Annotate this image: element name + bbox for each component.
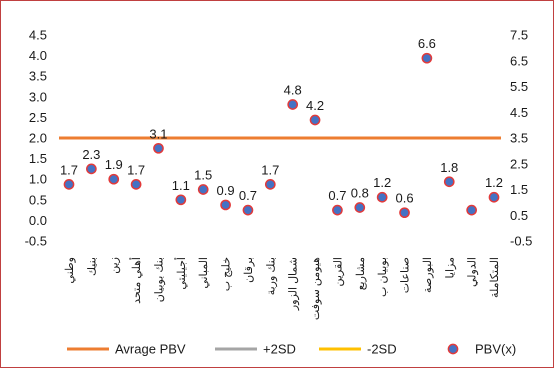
pbv-point <box>242 204 254 216</box>
category-label: البورصة <box>422 257 434 293</box>
category-label: المباني <box>198 257 210 289</box>
left-tick-label: 2.5 <box>29 110 47 125</box>
category-label: خليج ب <box>221 257 233 291</box>
left-tick-label: 3.0 <box>29 89 47 104</box>
pbv-data-label: 1.2 <box>373 175 391 190</box>
category-label: بنيك <box>86 257 98 276</box>
category-label: وطني <box>64 257 76 284</box>
left-tick-label: 1.5 <box>29 151 47 166</box>
pbv-point <box>63 179 75 190</box>
pbv-data-label: 3.1 <box>149 126 167 141</box>
legend-label: -2SD <box>367 342 397 357</box>
pbv-point <box>130 179 142 190</box>
pbv-point <box>354 202 366 213</box>
pbv-point <box>108 173 120 185</box>
category-label: بنك بوبيان <box>153 257 165 302</box>
legend-label: +2SD <box>263 342 296 357</box>
pbv-data-label: 0.6 <box>395 191 413 206</box>
pbv-data-label: 1.7 <box>261 162 279 177</box>
pbv-data-label: 2.3 <box>82 147 100 162</box>
right-tick-label: -0.5 <box>510 234 532 249</box>
pbv-point <box>220 199 231 211</box>
category-label: القرين <box>332 257 344 286</box>
pbv-data-label: 0.9 <box>217 183 235 198</box>
pbv-point <box>443 176 455 188</box>
left-tick-label: 4.0 <box>29 48 47 63</box>
left-tick-label: 0.5 <box>29 192 47 207</box>
category-label: مشاريع <box>355 257 367 290</box>
right-tick-label: 7.5 <box>510 28 528 43</box>
left-tick-label: 3.5 <box>29 69 47 84</box>
category-label: صناعات <box>400 257 412 293</box>
pbv-point <box>175 194 187 206</box>
pbv-point <box>264 179 276 190</box>
pbv-point <box>399 207 410 219</box>
pbv-data-label: 1.9 <box>105 157 123 172</box>
pbv-data-label: 0.7 <box>239 188 257 203</box>
category-axis: وطني بنيك زين أهلي متحد بنك بوبيان أجيليتي الم… <box>64 257 501 320</box>
legend-label: PBV(x) <box>475 342 516 357</box>
scatter-points: 1.7 2.3 1.9 1.7 3.1 1.1 1.5 0.9 0.7 1.7 4.8 4.2 0.7 0… <box>60 36 503 219</box>
right-tick-label: 0.5 <box>510 208 528 223</box>
legend: Avrage PBV +2SD -2SD PBV(x) <box>67 342 516 357</box>
left-tick-label: 4.5 <box>29 28 47 43</box>
pbv-point <box>197 184 209 195</box>
pbv-point <box>488 191 500 203</box>
right-y-axis: -0.5 0.5 1.5 2.5 3.5 4.5 5.5 6.5 7.5 <box>510 28 532 249</box>
pbv-point <box>153 142 164 154</box>
pbv-point <box>466 204 477 216</box>
pbv-data-label: 4.8 <box>284 83 302 98</box>
right-tick-label: 4.5 <box>510 105 528 120</box>
category-label: زين <box>109 257 121 274</box>
pbv-point <box>421 52 433 64</box>
category-label: شمال الزور <box>288 257 300 311</box>
pbv-point <box>309 114 321 126</box>
pbv-data-label: 1.2 <box>485 175 503 190</box>
pbv-data-label: 1.7 <box>60 162 78 177</box>
pbv-point <box>332 204 343 216</box>
pbv-data-label: 1.7 <box>127 162 145 177</box>
category-label: برقان <box>243 257 255 283</box>
legend-label: Avrage PBV <box>115 342 186 357</box>
pbv-point <box>86 163 97 175</box>
right-tick-label: 5.5 <box>510 79 528 94</box>
right-tick-label: 3.5 <box>510 131 528 146</box>
category-label: المتكاملة <box>489 257 501 298</box>
left-y-axis: -0.5 0.0 0.5 1.0 1.5 2.0 2.5 3.0 3.5 4.0 4.5 <box>25 28 47 249</box>
pbv-data-label: 0.7 <box>328 188 346 203</box>
legend-swatch <box>447 343 459 355</box>
category-label: الدولي <box>467 257 479 287</box>
category-label: أجيليتي <box>174 257 188 290</box>
pbv-point <box>287 99 299 110</box>
pbv-data-label: 1.1 <box>172 178 190 193</box>
category-label: هيومن سوفت <box>310 257 322 320</box>
left-tick-label: 2.0 <box>29 131 47 146</box>
left-tick-label: 0.0 <box>29 213 47 228</box>
right-tick-label: 6.5 <box>510 53 528 68</box>
category-label: أهلي متحد <box>129 257 143 304</box>
pbv-point <box>376 191 388 203</box>
left-tick-label: 1.0 <box>29 172 47 187</box>
category-label: بنك وربة <box>265 257 277 295</box>
pbv-data-label: 4.2 <box>306 98 324 113</box>
category-label: بوبيان ب <box>377 257 389 297</box>
pbv-data-label: 1.5 <box>194 168 212 183</box>
right-tick-label: 2.5 <box>510 156 528 171</box>
category-label: مزايا <box>444 257 456 279</box>
pbv-data-label: 1.8 <box>440 160 458 175</box>
right-tick-label: 1.5 <box>510 182 528 197</box>
left-tick-label: -0.5 <box>25 234 47 249</box>
pbv-data-label: 6.6 <box>418 36 436 51</box>
pbv-data-label: 0.8 <box>351 186 369 201</box>
